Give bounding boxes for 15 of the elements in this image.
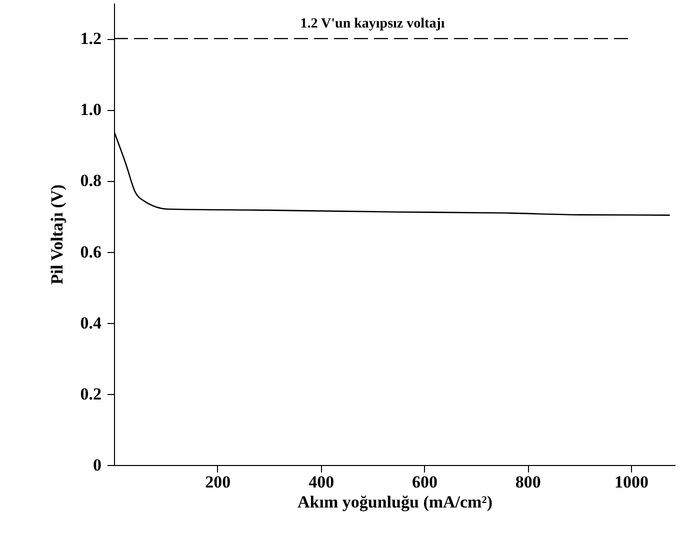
x-tick-label: 200 (205, 472, 231, 492)
x-tick-label: 400 (308, 472, 334, 492)
y-tick-label: 0.8 (80, 171, 102, 190)
y-tick-label: 0.2 (80, 384, 102, 404)
y-tick-label: 0.4 (80, 313, 102, 332)
y-tick-label: 1.0 (80, 100, 102, 120)
x-tick-label: 800 (515, 472, 541, 492)
y-tick-label: 0.6 (80, 242, 102, 262)
x-tick-label: 1000 (614, 472, 649, 492)
y-tick-label: 1.2 (80, 29, 102, 48)
x-axis-title: Akım yoğunluğu (mA/cm²) (298, 492, 492, 512)
y-tick-label: 0 (93, 456, 102, 474)
x-tick-label: 600 (412, 472, 438, 492)
ref-line-label: 1.2 V'un kayıpsız voltajı (300, 16, 445, 32)
y-axis-title: Pil Voltajı (V) (47, 184, 66, 285)
